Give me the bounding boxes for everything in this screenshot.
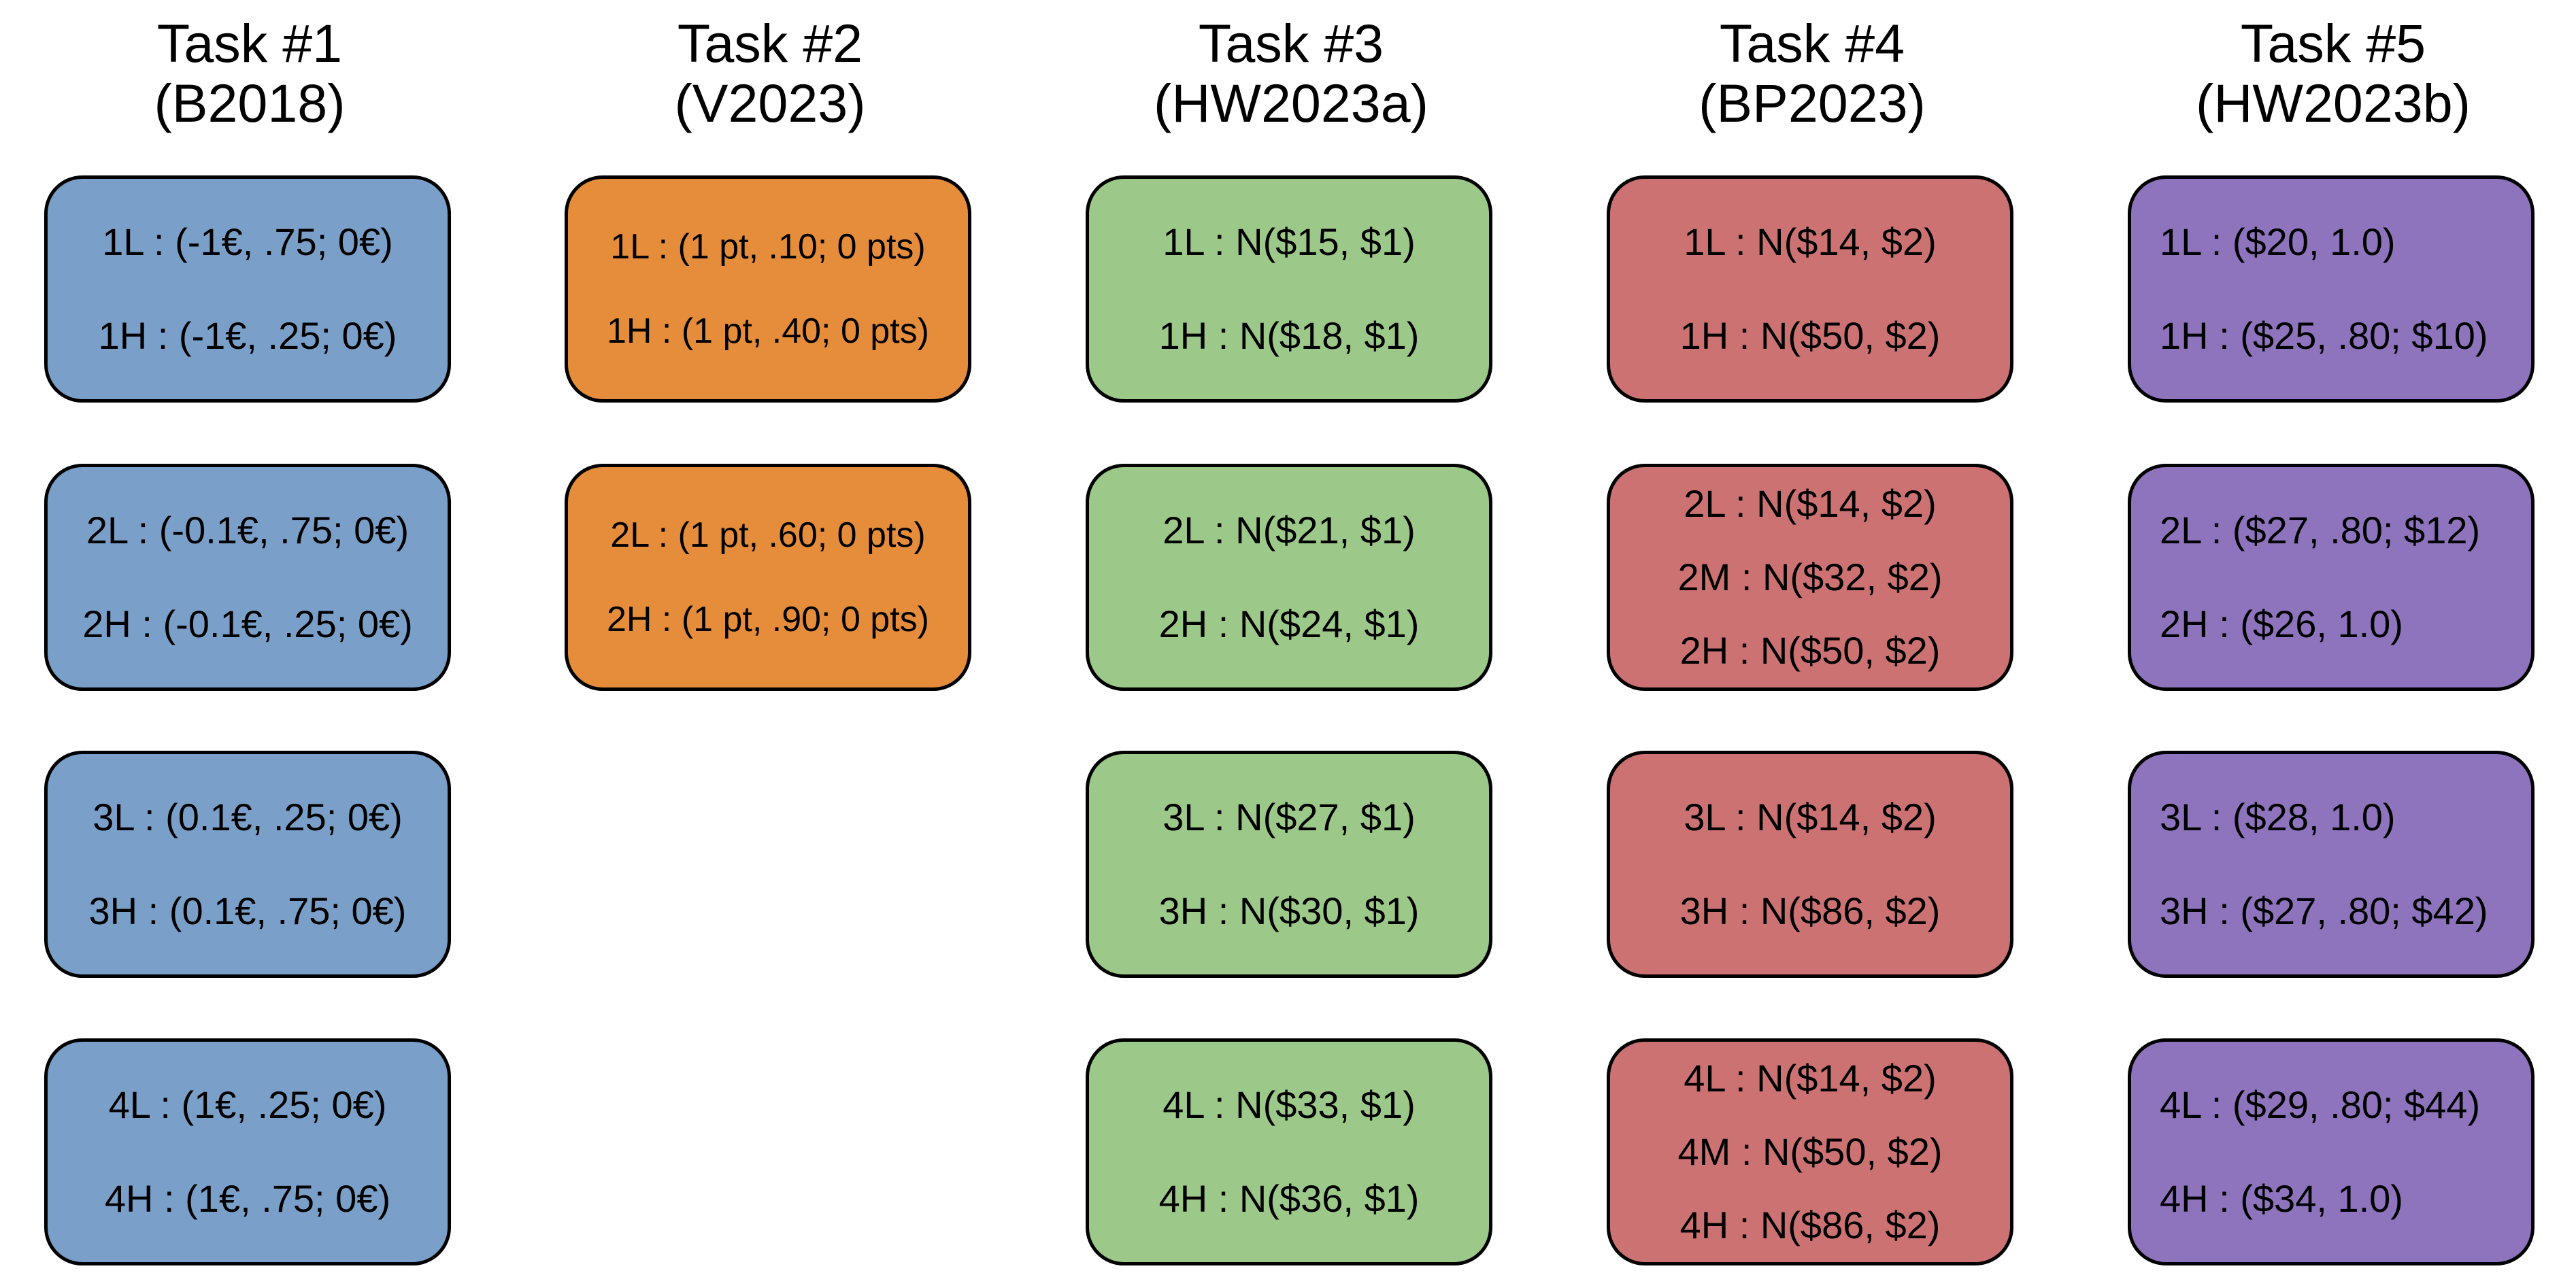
condition-low: 2L : N($14, $2): [1684, 482, 1937, 525]
condition-low: 4L : N($33, $1): [1162, 1083, 1416, 1126]
condition-high: 4H : (1€, .75; 0€): [104, 1177, 391, 1220]
task-title-1: Task #1 (B2018): [3, 14, 496, 133]
condition-high: 1H : (-1€, .25; 0€): [98, 314, 397, 357]
task-title-text: Task #3: [1198, 13, 1384, 73]
task-title-4: Task #4 (BP2023): [1566, 14, 2058, 133]
condition-high: 2H : (1 pt, .90; 0 pts): [607, 600, 929, 639]
condition-high: 1H : ($25, .80; $10): [2160, 314, 2488, 357]
task-title-text: Task #4: [1719, 13, 1905, 73]
condition-high: 1H : N($18, $1): [1158, 314, 1420, 357]
task-source-text: (HW2023b): [2196, 73, 2471, 133]
task-title-5: Task #5 (HW2023b): [2087, 14, 2576, 133]
task-column-1: Task #1 (B2018) 1L : (-1€, .75; 0€) 1H :…: [44, 0, 455, 1275]
condition-low: 1L : (1 pt, .10; 0 pts): [610, 227, 926, 267]
condition-low: 1L : (-1€, .75; 0€): [102, 220, 393, 263]
task-column-5: Task #5 (HW2023b) 1L : ($20, 1.0) 1H : (…: [2128, 0, 2539, 1275]
condition-high: 4H : N($86, $2): [1679, 1204, 1941, 1246]
condition-high: 2H : ($26, 1.0): [2160, 602, 2403, 645]
condition-high: 3H : N($86, $2): [1679, 889, 1941, 932]
task-title-text: Task #2: [677, 13, 863, 73]
condition-high: 4H : ($34, 1.0): [2160, 1177, 2403, 1220]
task-source-text: (BP2023): [1699, 73, 1926, 133]
condition-box-3-1: 1L : N($15, $1) 1H : N($18, $1): [1086, 175, 1492, 403]
condition-low: 1L : ($20, 1.0): [2160, 220, 2396, 263]
condition-box-1-2: 2L : (-0.1€, .75; 0€) 2H : (-0.1€, .25; …: [44, 464, 451, 691]
condition-box-5-1: 1L : ($20, 1.0) 1H : ($25, .80; $10): [2128, 175, 2535, 403]
condition-box-3-2: 2L : N($21, $1) 2H : N($24, $1): [1086, 464, 1492, 691]
task-column-2: Task #2 (V2023) 1L : (1 pt, .10; 0 pts) …: [565, 0, 975, 1275]
condition-box-4-2: 2L : N($14, $2) 2M : N($32, $2) 2H : N($…: [1607, 464, 2013, 691]
condition-box-2-1: 1L : (1 pt, .10; 0 pts) 1H : (1 pt, .40;…: [565, 175, 971, 403]
condition-low: 2L : (-0.1€, .75; 0€): [86, 509, 409, 551]
condition-box-4-3: 3L : N($14, $2) 3H : N($86, $2): [1607, 751, 2013, 978]
task-title-text: Task #5: [2240, 13, 2426, 73]
condition-box-5-3: 3L : ($28, 1.0) 3H : ($27, .80; $42): [2128, 751, 2535, 978]
condition-box-3-3: 3L : N($27, $1) 3H : N($30, $1): [1086, 751, 1492, 978]
condition-low: 4L : N($14, $2): [1684, 1057, 1937, 1100]
condition-box-5-2: 2L : ($27, .80; $12) 2H : ($26, 1.0): [2128, 464, 2535, 691]
condition-box-1-3: 3L : (0.1€, .25; 0€) 3H : (0.1€, .75; 0€…: [44, 751, 451, 978]
task-source-text: (V2023): [674, 73, 866, 133]
condition-box-2-2: 2L : (1 pt, .60; 0 pts) 2H : (1 pt, .90;…: [565, 464, 971, 691]
task-source-text: (B2018): [154, 73, 346, 133]
condition-high: 1H : N($50, $2): [1679, 314, 1941, 357]
condition-low: 1L : N($15, $1): [1162, 220, 1416, 263]
task-title-3: Task #3 (HW2023a): [1045, 14, 1537, 133]
condition-high: 2H : (-0.1€, .25; 0€): [82, 602, 413, 645]
condition-mid: 4M : N($50, $2): [1677, 1130, 1943, 1173]
task-title-2: Task #2 (V2023): [524, 14, 1016, 133]
condition-high: 3H : (0.1€, .75; 0€): [88, 889, 407, 932]
condition-high: 3H : ($27, .80; $42): [2160, 889, 2488, 932]
condition-low: 3L : N($27, $1): [1162, 796, 1416, 838]
condition-low: 4L : ($29, .80; $44): [2160, 1083, 2481, 1126]
condition-high: 4H : N($36, $1): [1158, 1177, 1420, 1220]
condition-high: 3H : N($30, $1): [1158, 889, 1420, 932]
task-column-4: Task #4 (BP2023) 1L : N($14, $2) 1H : N(…: [1607, 0, 2018, 1275]
condition-low: 3L : N($14, $2): [1684, 796, 1937, 838]
task-title-text: Task #1: [156, 13, 343, 73]
condition-low: 3L : ($28, 1.0): [2160, 796, 2396, 838]
condition-low: 1L : N($14, $2): [1684, 220, 1937, 263]
condition-box-1-1: 1L : (-1€, .75; 0€) 1H : (-1€, .25; 0€): [44, 175, 451, 403]
condition-box-4-1: 1L : N($14, $2) 1H : N($50, $2): [1607, 175, 2013, 403]
task-source-text: (HW2023a): [1154, 73, 1428, 133]
condition-high: 2H : N($50, $2): [1679, 629, 1941, 672]
condition-high: 2H : N($24, $1): [1158, 602, 1420, 645]
condition-box-3-4: 4L : N($33, $1) 4H : N($36, $1): [1086, 1038, 1492, 1265]
condition-low: 2L : N($21, $1): [1162, 509, 1416, 551]
condition-box-1-4: 4L : (1€, .25; 0€) 4H : (1€, .75; 0€): [44, 1038, 451, 1265]
condition-low: 3L : (0.1€, .25; 0€): [93, 796, 403, 838]
condition-box-5-4: 4L : ($29, .80; $44) 4H : ($34, 1.0): [2128, 1038, 2535, 1265]
condition-mid: 2M : N($32, $2): [1677, 556, 1943, 598]
condition-low: 2L : ($27, .80; $12): [2160, 509, 2481, 551]
condition-low: 4L : (1€, .25; 0€): [108, 1083, 387, 1126]
condition-high: 1H : (1 pt, .40; 0 pts): [607, 311, 929, 351]
condition-low: 2L : (1 pt, .60; 0 pts): [610, 515, 926, 555]
condition-box-4-4: 4L : N($14, $2) 4M : N($50, $2) 4H : N($…: [1607, 1038, 2013, 1265]
task-column-3: Task #3 (HW2023a) 1L : N($15, $1) 1H : N…: [1086, 0, 1496, 1275]
